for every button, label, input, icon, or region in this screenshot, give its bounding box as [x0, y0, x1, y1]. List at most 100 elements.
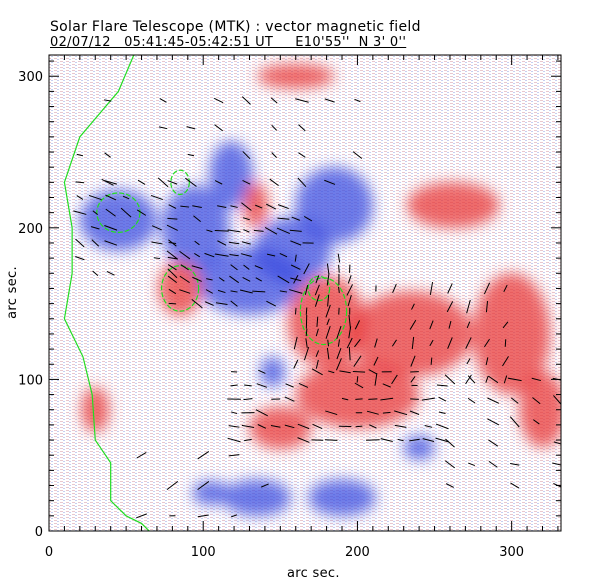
- negative-polarity-region: [161, 185, 230, 271]
- limb-contour: [63, 55, 150, 531]
- field-vector: [315, 359, 319, 369]
- field-vector: [294, 307, 297, 315]
- field-vector: [466, 321, 471, 329]
- field-vector: [305, 307, 308, 315]
- field-vector: [192, 276, 202, 282]
- x-axis-label: arc sec.: [287, 566, 340, 581]
- field-vector: [151, 241, 163, 245]
- x-tick-label: 100: [191, 545, 216, 560]
- field-vector: [326, 347, 330, 360]
- field-vector: [347, 294, 352, 307]
- field-vector: [303, 216, 313, 222]
- negative-polarity-region: [308, 479, 376, 516]
- field-vector: [228, 241, 240, 245]
- field-vector: [217, 205, 227, 208]
- field-vector: [167, 256, 178, 260]
- field-vector: [270, 425, 281, 428]
- field-vector: [502, 321, 509, 329]
- field-vector: [532, 419, 540, 425]
- field-vector: [326, 273, 330, 286]
- field-vector: [467, 375, 476, 384]
- field-vector: [305, 338, 308, 348]
- field-vector: [438, 411, 446, 415]
- field-vector: [467, 397, 476, 404]
- field-vector: [295, 98, 309, 103]
- field-vector: [228, 425, 240, 428]
- field-vector: [137, 179, 146, 185]
- positive-polarity-region: [406, 182, 500, 228]
- field-vector: [324, 98, 335, 103]
- field-vector: [105, 194, 117, 201]
- field-vector: [348, 315, 351, 329]
- contour-line: [96, 192, 141, 233]
- field-vector: [298, 124, 306, 132]
- field-vector: [260, 483, 269, 488]
- field-vector: [104, 240, 118, 246]
- field-vector: [510, 482, 520, 489]
- field-vector: [168, 204, 177, 209]
- field-vector: [266, 253, 276, 257]
- field-vector: [151, 225, 162, 231]
- field-vector: [289, 289, 303, 294]
- field-vector: [421, 397, 435, 401]
- field-vector: [422, 438, 435, 442]
- field-vector: [338, 264, 340, 273]
- field-vector: [197, 514, 209, 518]
- field-vector: [206, 229, 213, 233]
- field-vector: [194, 240, 200, 246]
- field-vector: [101, 178, 114, 186]
- plot-frame: [48, 54, 562, 532]
- field-vector: [352, 371, 366, 373]
- field-vector: [532, 397, 541, 405]
- field-vector: [502, 356, 509, 367]
- field-vector: [446, 301, 454, 313]
- field-vector: [279, 290, 288, 293]
- y-tick-label: 0: [35, 525, 43, 540]
- field-vector: [325, 439, 338, 441]
- field-vector: [227, 229, 241, 233]
- field-vector: [91, 239, 100, 247]
- field-vector: [241, 202, 252, 211]
- field-vector: [167, 217, 178, 220]
- field-vector: [106, 270, 115, 276]
- field-vector: [166, 480, 179, 491]
- field-vector: [483, 282, 491, 295]
- field-vector: [303, 346, 310, 361]
- field-vector: [410, 376, 416, 383]
- x-tick-label: 200: [345, 545, 370, 560]
- field-vector: [120, 207, 132, 218]
- field-vector: [290, 240, 302, 246]
- field-vector: [277, 275, 290, 284]
- field-vector: [298, 383, 309, 388]
- x-tick-label: 300: [499, 545, 524, 560]
- field-vector: [435, 437, 450, 443]
- field-vector: [355, 425, 363, 428]
- field-vector: [214, 180, 223, 185]
- field-vector: [394, 424, 407, 428]
- field-vector: [230, 205, 238, 208]
- field-vector: [291, 216, 301, 221]
- field-vector: [335, 358, 342, 371]
- field-vector: [167, 275, 177, 284]
- field-vector: [230, 384, 238, 387]
- field-vector: [354, 98, 361, 103]
- field-vector: [346, 337, 353, 349]
- positive-polarity-region: [473, 273, 551, 395]
- field-vector: [153, 257, 161, 260]
- field-vector: [244, 384, 252, 387]
- y-tick-label: 200: [18, 222, 43, 237]
- field-vector: [315, 275, 320, 284]
- field-vector: [448, 320, 452, 329]
- field-vector: [179, 289, 191, 294]
- field-vector: [435, 423, 449, 430]
- negative-polarity-region: [260, 356, 285, 387]
- field-vector: [429, 320, 434, 330]
- field-vector: [373, 356, 379, 366]
- field-vector: [356, 376, 359, 383]
- field-vector: [485, 301, 489, 313]
- field-vector: [180, 264, 189, 271]
- field-vector: [339, 370, 351, 374]
- field-vector: [159, 98, 167, 103]
